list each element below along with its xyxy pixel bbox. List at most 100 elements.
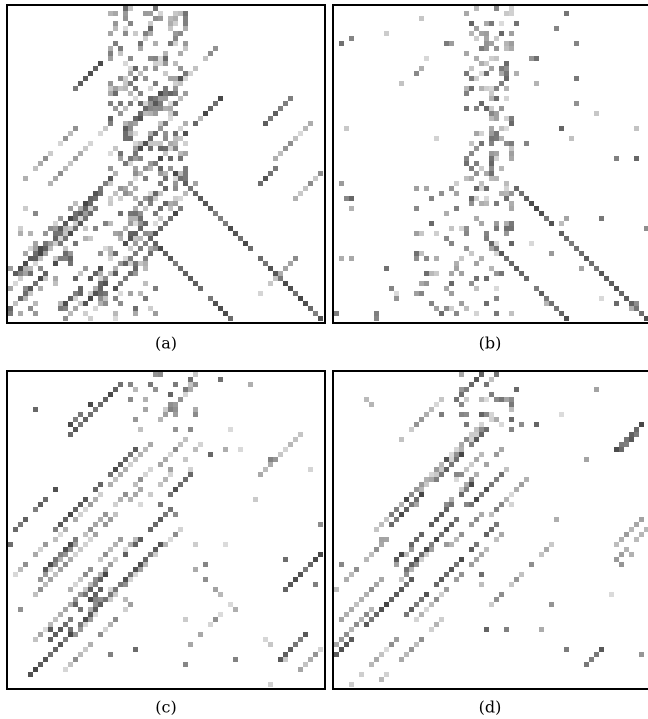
pixel [454,311,459,316]
pixel [414,251,419,256]
pixel [133,231,138,236]
pixel [469,462,474,467]
pixel [193,382,198,387]
pixel [53,241,58,246]
pixel [83,572,88,577]
pixel [83,622,88,627]
pixel [599,296,604,301]
pixel [499,71,504,76]
pixel [48,562,53,567]
pixel [53,221,58,226]
pixel [88,141,93,146]
pixel [128,497,133,502]
pixel [138,91,143,96]
pixel [138,236,143,241]
pixel [534,81,539,86]
pixel [118,537,123,542]
pixel [118,76,123,81]
pixel [394,557,399,562]
pixel [629,301,634,306]
pixel [369,617,374,622]
pixel [158,166,163,171]
pixel [208,106,213,111]
pixel [138,116,143,121]
pixel [489,96,494,101]
pixel [138,46,143,51]
pixel [83,206,88,211]
pixel [469,502,474,507]
pixel [68,422,73,427]
pixel [499,422,504,427]
pixel [459,532,464,537]
pixel [624,442,629,447]
pixel [414,617,419,622]
pixel [158,417,163,422]
pixel [374,582,379,587]
pixel [153,211,158,216]
pixel [93,497,98,502]
pixel [183,151,188,156]
pixel [504,61,509,66]
pixel [489,41,494,46]
pixel [203,562,208,567]
pixel [409,547,414,552]
pixel [33,211,38,216]
pixel [113,106,118,111]
pixel [183,91,188,96]
pixel [549,221,554,226]
pixel [474,186,479,191]
pixel [73,632,78,637]
pixel [519,422,524,427]
pixel [464,226,469,231]
pixel [293,196,298,201]
pixel [153,191,158,196]
pixel [133,482,138,487]
pixel [48,151,53,156]
pixel [18,271,23,276]
pixel [193,407,198,412]
pixel [113,387,118,392]
pixel [489,246,494,251]
pixel [113,286,118,291]
pixel [48,181,53,186]
pixel [349,637,354,642]
pixel [539,211,544,216]
pixel [509,226,514,231]
pixel [138,211,143,216]
pixel [108,622,113,627]
pixel [424,607,429,612]
pixel [158,191,163,196]
pixel [454,191,459,196]
pixel [28,306,33,311]
pixel [569,241,574,246]
pixel [143,166,148,171]
pixel [584,256,589,261]
pixel [419,552,424,557]
pixel [489,482,494,487]
pixel [178,196,183,201]
pixel [13,281,18,286]
pixel [103,301,108,306]
panel-label: (b) [479,334,502,353]
pixel [133,417,138,422]
pixel [404,582,409,587]
pixel [509,311,514,316]
pixel [474,542,479,547]
pixel [559,221,564,226]
pixel [634,432,639,437]
pixel [108,151,113,156]
pixel [123,11,128,16]
pixel [619,537,624,542]
pixel [449,306,454,311]
pixel [223,447,228,452]
pixel [459,226,464,231]
pixel [123,106,128,111]
pixel [589,657,594,662]
pixel [634,522,639,527]
pixel [123,26,128,31]
pixel [98,597,103,602]
pixel [83,497,88,502]
pixel [158,101,163,106]
pixel [23,517,28,522]
